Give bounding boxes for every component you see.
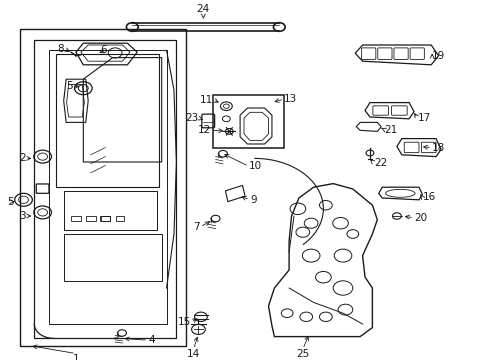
Text: 8: 8 (57, 44, 64, 54)
Text: 5: 5 (66, 81, 73, 91)
Text: 16: 16 (422, 192, 436, 202)
Text: 13: 13 (284, 94, 297, 104)
Text: 11: 11 (200, 95, 213, 105)
Text: 3: 3 (19, 211, 25, 221)
Text: 14: 14 (187, 349, 200, 359)
Text: 19: 19 (432, 51, 445, 61)
Text: 10: 10 (249, 161, 262, 171)
Text: 25: 25 (296, 349, 310, 359)
Text: 5: 5 (7, 197, 14, 207)
Text: 6: 6 (100, 45, 107, 55)
Bar (71, 216, 81, 221)
Text: 24: 24 (196, 4, 210, 14)
Text: 7: 7 (193, 222, 200, 232)
Text: 18: 18 (432, 143, 445, 153)
Text: 9: 9 (250, 195, 257, 205)
Text: 2: 2 (19, 153, 25, 163)
Bar (116, 216, 124, 221)
Text: 20: 20 (414, 213, 427, 223)
Text: 21: 21 (385, 125, 398, 135)
Text: 4: 4 (148, 335, 155, 345)
Text: 1: 1 (73, 354, 79, 360)
Text: 15: 15 (178, 317, 191, 327)
Text: 22: 22 (374, 158, 387, 168)
Text: 17: 17 (417, 113, 431, 123)
Bar (100, 216, 110, 221)
Text: 12: 12 (197, 125, 211, 135)
Text: 23: 23 (185, 113, 198, 123)
Bar (213, 95, 284, 148)
Bar (86, 216, 96, 221)
Bar (101, 216, 110, 221)
